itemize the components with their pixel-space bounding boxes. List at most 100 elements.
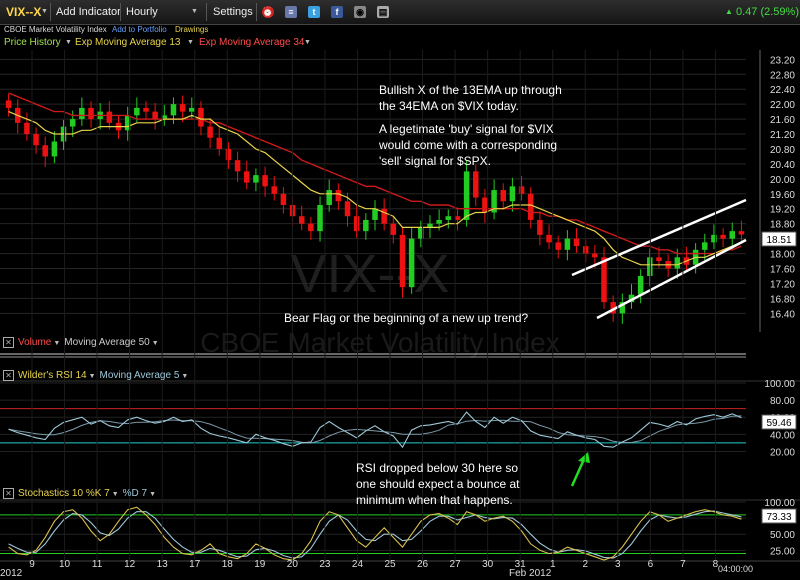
candle-body (271, 186, 277, 194)
facebook-icon[interactable]: f (331, 0, 343, 24)
candle-body (244, 171, 250, 183)
chevron-down-icon[interactable]: ▼ (304, 39, 311, 46)
annotation-rsi: one should expect a bounce at (356, 477, 520, 491)
price-y-tick-label: 20.00 (770, 175, 795, 186)
rsi-gridlines (0, 380, 800, 452)
candle-body (234, 160, 241, 172)
annotation-rsi: RSI dropped below 30 here so (356, 461, 519, 475)
camera-icon[interactable]: ◉ (354, 0, 366, 24)
x-tick-label: 9 (29, 559, 35, 570)
twitter-icon[interactable]: t (308, 0, 320, 24)
symbol-label[interactable]: VIX--X (6, 5, 42, 19)
annotation-line: A legetimate 'buy' signal for $VIX (379, 122, 554, 136)
stoch-y-tick-label: 25.00 (770, 546, 795, 557)
x-axis: 9 10 11 12 13 17 18 19 20 23 24 25 26 27 30 31 1 2 3 6 7 8 (0, 50, 800, 570)
interval-dropdown-icon[interactable]: ▼ (191, 8, 198, 15)
candle-body (363, 219, 369, 232)
chevron-down-icon[interactable]: ▼ (181, 373, 189, 380)
candle-body (198, 107, 204, 127)
watermark-symbol: VIX--X (290, 244, 449, 304)
candle-body (390, 223, 397, 235)
candle-body (418, 227, 424, 239)
x-tick-label: 24 (352, 559, 364, 570)
x-tick-label: 1 (550, 559, 556, 570)
rsi-label[interactable]: Wilder's RSI 14 (18, 370, 87, 381)
symbol-dropdown-icon[interactable]: ▼ (41, 8, 48, 15)
stoch-label[interactable]: Stochastics 10 %K 7 (18, 488, 110, 499)
candle-body (564, 238, 571, 250)
candle-body (33, 134, 39, 146)
annotation-bear-flag: Bear Flag or the beginning of a new up t… (284, 311, 529, 325)
chevron-down-icon[interactable]: ▼ (187, 39, 194, 46)
close-icon[interactable]: ✕ (3, 487, 14, 499)
document-icon[interactable]: ≡ (285, 0, 297, 24)
x-tick-label: 26 (417, 559, 429, 570)
price-change: 0.47 (2.59%) (736, 6, 799, 18)
rsi-y-tick-label: 100.00 (764, 379, 795, 390)
x-tick-label: 6 (648, 559, 654, 570)
legend-ema34[interactable]: Exp Moving Average 34 (199, 37, 305, 48)
candle-body (537, 219, 543, 235)
chevron-down-icon[interactable]: ▼ (151, 340, 159, 347)
toolbar: VIX--X ▼ Add Indicator Hourly ▼ Settings… (0, 0, 800, 25)
legend-ema13[interactable]: Exp Moving Average 13 (75, 37, 181, 48)
alarm-icon[interactable]: ⏰ (262, 6, 274, 19)
channel-upper-line (571, 198, 747, 277)
x-tick-label: 23 (319, 559, 331, 570)
chevron-down-icon[interactable]: ▼ (88, 373, 96, 380)
candle-body (729, 231, 736, 239)
settings-button[interactable]: Settings (213, 6, 253, 18)
chevron-down-icon[interactable]: ▼ (111, 491, 119, 498)
price-y-tick-label: 17.60 (770, 265, 795, 276)
candle-body (647, 257, 653, 276)
x-tick-label: 18 (222, 559, 234, 570)
chevron-down-icon[interactable]: ▼ (149, 491, 157, 498)
price-y-tick-label: 19.60 (770, 190, 795, 201)
print-icon[interactable]: ▤ (377, 6, 389, 19)
candle-body (399, 234, 406, 288)
add-indicator-button[interactable]: Add Indicator (56, 6, 121, 18)
candle-body (656, 257, 662, 262)
rsi-annotation-arrow (570, 456, 587, 487)
annotation-line: would come with a corresponding (379, 138, 558, 152)
rsi-lines (8, 411, 742, 449)
x-tick-label: 11 (92, 559, 103, 570)
rsi-ma-label[interactable]: Moving Average 5 (99, 370, 180, 381)
candle-body (262, 175, 268, 187)
change-up-icon: ▲ (725, 7, 733, 16)
chevron-down-icon[interactable]: ▼ (65, 39, 72, 46)
rsi-y-tick-label: 20.00 (770, 447, 795, 458)
close-icon[interactable]: ✕ (3, 369, 14, 381)
price-y-tick-label: 18.80 (770, 220, 795, 231)
candle-body (555, 242, 561, 250)
price-y-tick-label: 21.60 (770, 115, 795, 126)
price-y-tick-label: 22.40 (770, 85, 795, 96)
interval-select[interactable]: Hourly (126, 6, 158, 18)
toolbar-divider (50, 3, 51, 21)
candle-body (372, 208, 378, 220)
candle-body (335, 190, 342, 202)
candle-body (225, 148, 232, 161)
volume-label[interactable]: Volume (18, 337, 52, 348)
x-tick-label: 3 (615, 559, 621, 570)
candle-body (344, 201, 351, 217)
candle-body (381, 208, 387, 224)
x-tick-label: 30 (482, 559, 494, 570)
close-icon[interactable]: ✕ (3, 336, 14, 348)
x-tick-label: 10 (59, 559, 71, 570)
legend-price-history[interactable]: Price History (4, 37, 61, 48)
drawings-link[interactable]: Drawings (175, 25, 209, 34)
rsi-last-value: 59.46 (766, 418, 791, 429)
add-to-portfolio-link[interactable]: Add to Portfolio (112, 25, 167, 34)
last-price-value: 18.51 (766, 235, 791, 246)
price-y-tick-label: 21.20 (770, 130, 795, 141)
toolbar-divider (206, 3, 207, 21)
stoch-d-label[interactable]: %D 7 (122, 488, 148, 499)
candle-body (702, 242, 708, 250)
annotation-line: the 34EMA on $VIX today. (379, 99, 519, 113)
candle-body (42, 145, 48, 157)
chevron-down-icon[interactable]: ▼ (53, 340, 61, 347)
volume-ma-label[interactable]: Moving Average 50 (64, 337, 150, 348)
candle-body (280, 193, 287, 206)
